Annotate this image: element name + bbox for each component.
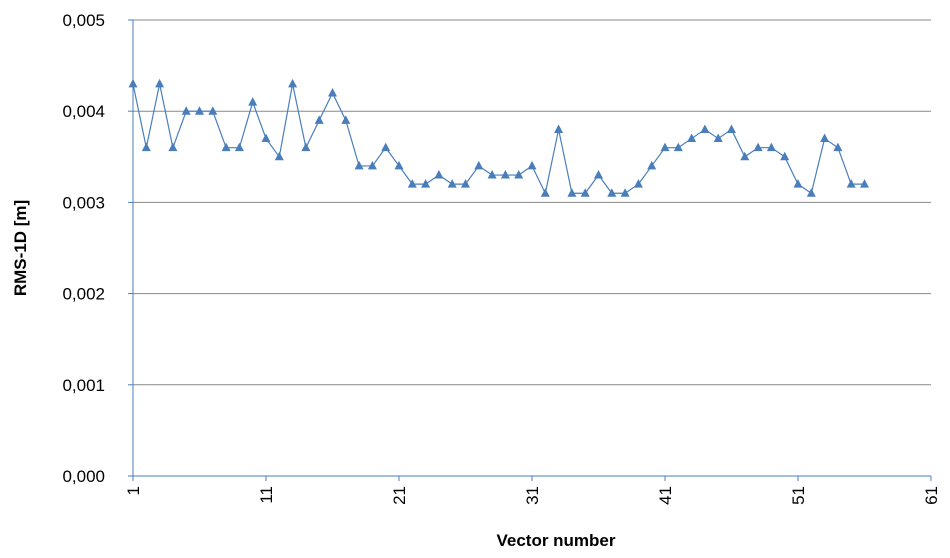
data-point [607,188,617,197]
data-point [633,179,643,188]
x-tick-label: 31 [523,486,542,505]
data-point [367,160,377,170]
data-point [314,115,324,124]
x-tick-label: 41 [656,486,675,505]
data-point [740,151,750,161]
data-point [274,151,284,161]
data-point [461,179,470,188]
data-point [753,142,763,152]
data-point [168,142,178,152]
data-point [860,179,869,188]
data-point [354,160,364,170]
data-line [132,83,865,196]
data-point [301,142,311,152]
data-point [673,142,683,152]
data-point [540,188,550,197]
data-point [700,124,710,133]
data-point [421,179,431,188]
data-point [514,170,524,179]
data-point [713,133,723,143]
data-point [141,142,151,152]
data-point [580,188,590,197]
data-point [766,142,776,152]
y-tick-label: 0,000 [62,467,105,486]
data-point [407,179,417,188]
y-axis-label: RMS-1D [m] [11,200,30,296]
x-axis-label: Vector number [496,531,615,550]
data-point [660,142,670,152]
data-point [234,142,244,152]
data-point [780,151,790,161]
y-tick-label: 0,001 [62,376,105,395]
data-point [221,142,231,152]
data-point [500,170,510,179]
y-tick-label: 0,004 [62,102,105,121]
data-point [806,188,816,197]
data-point [447,179,457,188]
data-point [554,124,564,133]
data-point [434,170,444,179]
data-point [328,87,337,97]
x-tick-label: 21 [390,486,409,505]
x-tick-label: 11 [257,486,276,504]
data-point [248,97,258,106]
data-point [487,170,497,179]
data-point [527,160,537,170]
data-point [195,106,204,115]
x-tick-label: 1 [124,486,143,495]
data-point [567,188,577,197]
x-tick-label: 51 [789,486,808,505]
data-point [647,160,657,170]
data-point [261,133,271,143]
data-point [155,78,165,88]
y-tick-label: 0,005 [62,11,105,30]
data-point [727,124,736,133]
data-point [208,106,218,115]
x-tick-label: 61 [922,486,941,505]
data-point [341,115,351,124]
data-point [474,160,484,170]
data-point [381,142,391,152]
data-point [820,133,830,143]
data-point [594,170,603,179]
data-point [288,78,298,88]
data-point [128,78,138,88]
y-tick-label: 0,002 [62,285,105,304]
data-point [687,133,697,143]
data-point [620,188,630,197]
data-point [394,160,404,170]
data-point [833,142,843,152]
data-point [846,179,856,188]
y-tick-label: 0,003 [62,193,105,212]
data-point [793,179,803,188]
data-point [181,106,191,115]
